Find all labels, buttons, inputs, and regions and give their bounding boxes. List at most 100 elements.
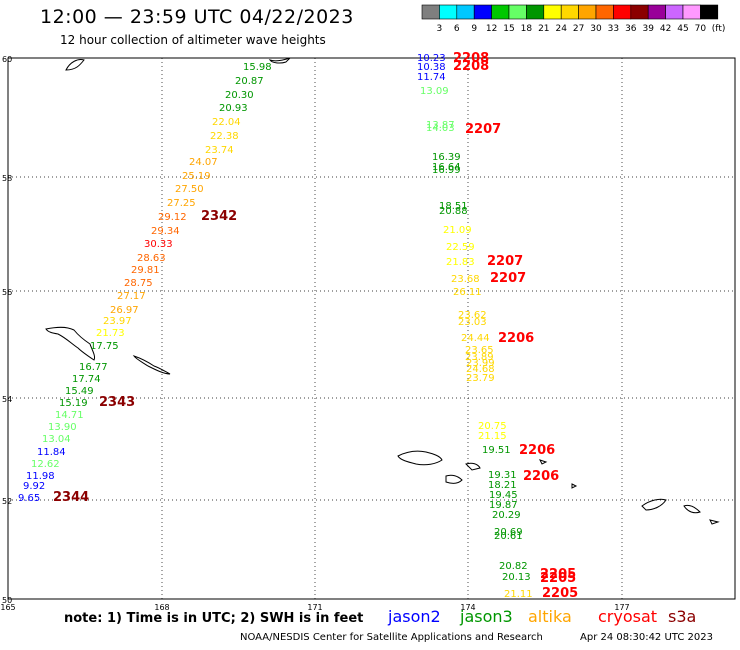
pass-label: 2208 (453, 51, 489, 66)
latitude-label: 58 (2, 174, 12, 183)
coastline-north (65, 57, 291, 71)
pass-label: 2208 (453, 59, 489, 74)
map-subtitle: 12 hour collection of altimeter wave hei… (60, 33, 326, 47)
wave-height-value: 20.75 (478, 421, 507, 432)
colorbar-label: 39 (642, 24, 654, 34)
latitude-label: 52 (2, 497, 12, 506)
wave-height-value: 24.68 (466, 364, 495, 375)
wave-height-value: 11.84 (37, 447, 66, 458)
wave-height-value: 20.87 (235, 76, 264, 87)
wave-height-value: 15.49 (65, 386, 94, 397)
wave-height-value: 11.98 (26, 471, 55, 482)
wave-height-value: 14.71 (55, 410, 84, 421)
satellite-jason3: jason3 (460, 607, 513, 626)
wave-height-value: 19.45 (489, 490, 518, 501)
longitude-label: 165 (0, 603, 15, 612)
wave-height-value: 17.74 (72, 374, 101, 385)
longitude-label: 177 (614, 603, 629, 612)
pass-label: 2205 (540, 571, 576, 586)
island-west-small (132, 355, 171, 375)
satellite-s3a: s3a (668, 607, 697, 626)
wave-height-value: 16.77 (79, 362, 108, 373)
wave-height-value: 10.38 (417, 62, 446, 73)
wave-height-value: 22.59 (446, 242, 475, 253)
wave-height-value: 23.68 (451, 274, 480, 285)
colorbar-label: 42 (660, 24, 671, 34)
wave-height-value: 28.75 (124, 278, 153, 289)
pass-label: 2205 (540, 567, 576, 582)
colorbar-label: 33 (608, 24, 619, 34)
colorbar-swatch (491, 4, 510, 20)
colorbar-swatch (473, 4, 492, 20)
wave-height-value: 10.23 (417, 53, 446, 64)
colorbar-label: 15 (503, 24, 514, 34)
island-east-large (397, 450, 443, 466)
colorbar-swatch (665, 4, 684, 20)
wave-height-value: 27.50 (175, 184, 204, 195)
wave-height-value: 21.15 (478, 431, 507, 442)
wave-height-value: 21.11 (504, 589, 533, 600)
colorbar-swatch (526, 4, 545, 20)
pass-label: 2343 (99, 395, 135, 410)
colorbar-label: 21 (538, 24, 549, 34)
wave-height-value: 25.19 (182, 171, 211, 182)
wave-height-value: 29.81 (131, 265, 160, 276)
colorbar-unit: (ft) (712, 24, 726, 34)
pass-label: 2206 (498, 331, 534, 346)
wave-height-value: 13.04 (42, 434, 71, 445)
pass-label: 2206 (523, 469, 559, 484)
colorbar-swatch (613, 4, 632, 20)
wave-height-value: 19.87 (489, 500, 518, 511)
colorbar-swatch (578, 4, 597, 20)
latitude-label: 50 (2, 596, 12, 605)
footnote: note: 1) Time is in UTC; 2) SWH is in fe… (64, 611, 364, 626)
wave-height-value: 23.62 (458, 310, 487, 321)
wave-height-value: 23.65 (465, 345, 494, 356)
wave-height-value: 20.69 (494, 527, 523, 538)
colorbar-label: 45 (677, 24, 688, 34)
colorbar: 3 6 9 12 15 18 21 24 27 30 33 36 39 42 45 70 (ft) (421, 4, 726, 34)
wave-height-value: 13.90 (48, 422, 77, 433)
wave-height-value: 19.51 (482, 445, 511, 456)
wave-height-value: 24.07 (189, 157, 218, 168)
wave-height-value: 18.51 (439, 201, 468, 212)
longitude-label: 171 (307, 603, 322, 612)
colorbar-swatch (682, 4, 701, 20)
wave-height-value: 23.97 (103, 316, 132, 327)
colorbar-swatch (456, 4, 475, 20)
pass-label: 2206 (519, 443, 555, 458)
colorbar-label: 27 (573, 24, 584, 34)
wave-height-value: 22.38 (210, 131, 239, 142)
colorbar-swatch (543, 4, 562, 20)
latitude-label: 54 (2, 395, 12, 404)
island-west-large (45, 326, 95, 361)
longitude-label: 168 (154, 603, 169, 612)
pass-label: 2342 (201, 209, 237, 224)
credit-line: NOAA/NESDIS Center for Satellite Applica… (240, 632, 543, 643)
colorbar-label: 24 (555, 24, 567, 34)
wave-height-value: 13.87 (426, 120, 455, 131)
land-masses (45, 57, 720, 525)
wave-height-value: 29.12 (158, 212, 187, 223)
island-far-east (641, 498, 720, 525)
island-east-mid (445, 462, 481, 484)
colorbar-swatch (630, 4, 649, 20)
island-east-small (539, 459, 578, 489)
wave-height-value: 24.44 (461, 333, 490, 344)
wave-height-value: 27.25 (167, 198, 196, 209)
wave-height-value: 23.99 (466, 358, 495, 369)
colorbar-label: 9 (471, 24, 477, 34)
pass-label: 2207 (490, 271, 526, 286)
colorbar-label: 12 (486, 24, 497, 34)
timestamp: Apr 24 08:30:42 UTC 2023 (580, 632, 713, 643)
wave-height-value: 26.97 (110, 305, 139, 316)
wave-height-value: 28.63 (137, 253, 166, 264)
wave-height-value: 18.21 (488, 480, 517, 491)
wave-height-value: 11.74 (417, 72, 446, 83)
satellite-jason2: jason2 (388, 607, 441, 626)
colorbar-label: 3 (437, 24, 443, 34)
wave-height-value: 26.11 (453, 287, 482, 298)
wave-height-value: 20.30 (225, 90, 254, 101)
colorbar-swatch (421, 4, 440, 20)
